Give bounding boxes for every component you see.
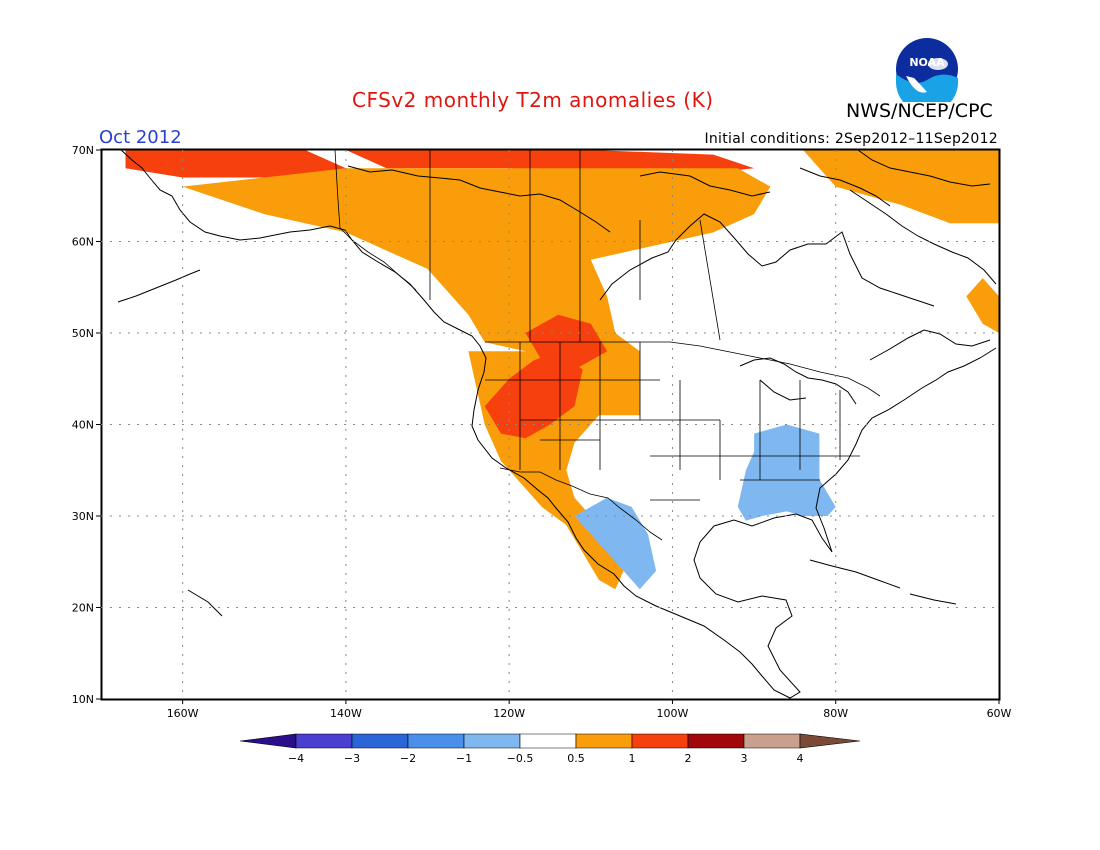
- colorbar-label: 2: [685, 752, 692, 765]
- colorbar-swatch: [351, 733, 409, 749]
- anomaly-region-9: [737, 424, 836, 521]
- colorbar-swatch: [687, 733, 745, 749]
- colorbar-swatch: [631, 733, 689, 749]
- colorbar-label: −4: [288, 752, 304, 765]
- political-borders: [334, 149, 881, 541]
- border-us-mexico: [499, 467, 663, 541]
- anomaly-regions: [125, 150, 999, 590]
- lat-tick-label: 50N: [72, 327, 94, 340]
- lon-tick-label: 140W: [330, 707, 362, 720]
- agency-label: NWS/NCEP/CPC: [846, 100, 993, 122]
- border-alaska-canada: [334, 149, 417, 291]
- lat-tick-label: 40N: [72, 419, 94, 432]
- coastline-gulf-stlawrence: [869, 329, 991, 361]
- border-canada-provinces: [429, 150, 721, 342]
- colorbar-swatch: [407, 733, 465, 749]
- coastline-greenland: [857, 149, 991, 187]
- lat-tick-label: 30N: [72, 510, 94, 523]
- coastlines: [117, 148, 997, 699]
- lat-tick-label: 60N: [72, 236, 94, 249]
- lon-tick-label: 80W: [823, 707, 848, 720]
- coastline-hawaii: [187, 589, 223, 617]
- colorbar-swatch: [575, 733, 633, 749]
- axis-ticks: 160W 140W 120W 100W 80W 60W 70N 60N 50N 40N 30N 20N…: [72, 144, 1012, 720]
- colorbar-swatch: [463, 733, 521, 749]
- coastline-great-lakes: [739, 357, 857, 405]
- forecast-month: Oct 2012: [99, 127, 182, 148]
- colorbar-swatch: [295, 733, 353, 749]
- graticule: [101, 150, 999, 699]
- colorbar-label: −3: [344, 752, 360, 765]
- anomaly-region-4: [484, 351, 583, 439]
- coastline-labrador: [849, 189, 997, 285]
- noaa-logo-text: NOAA: [909, 56, 945, 69]
- noaa-logo: NOAA: [894, 36, 960, 102]
- colorbar-label: −0.5: [507, 752, 534, 765]
- colorbar-label: −2: [400, 752, 416, 765]
- coastline-hudson-bay: [599, 213, 935, 307]
- lat-tick-label: 70N: [72, 144, 94, 157]
- colorbar-label: 4: [797, 752, 804, 765]
- colorbar-label: 3: [741, 752, 748, 765]
- anomaly-region-7: [803, 150, 999, 224]
- lat-tick-label: 20N: [72, 602, 94, 615]
- border-us-canada: [485, 341, 881, 397]
- colorbar: −4 −3 −2 −1 −0.5 0.5 1 2 3 4: [239, 733, 861, 765]
- colorbar-swatch: [519, 733, 577, 749]
- initial-conditions: Initial conditions: 2Sep2012–11Sep2012: [704, 131, 998, 147]
- lon-tick-label: 60W: [987, 707, 1012, 720]
- colorbar-label: −1: [456, 752, 472, 765]
- lon-tick-label: 100W: [657, 707, 689, 720]
- lon-tick-label: 160W: [167, 707, 199, 720]
- anomaly-region-2: [125, 168, 771, 397]
- chart-title: CFSv2 monthly T2m anomalies (K): [352, 88, 714, 112]
- colorbar-left-arrow: [239, 733, 297, 749]
- lon-tick-label: 120W: [493, 707, 525, 720]
- coastline-north-america: [119, 148, 997, 699]
- colorbar-label: 1: [629, 752, 636, 765]
- colorbar-right-arrow: [799, 733, 861, 749]
- coastline-cuba: [809, 559, 957, 605]
- anomaly-region-10: [574, 497, 657, 590]
- border-states-1: [485, 342, 841, 480]
- colorbar-swatch: [743, 733, 801, 749]
- anomaly-region-8: [966, 278, 999, 333]
- anomaly-region-0: [125, 150, 346, 178]
- coastline-arctic-islands: [347, 165, 891, 233]
- colorbar-label: 0.5: [567, 752, 585, 765]
- lat-tick-label: 10N: [72, 693, 94, 706]
- coastline-aleutians: [117, 269, 201, 303]
- border-states-2: [540, 439, 860, 501]
